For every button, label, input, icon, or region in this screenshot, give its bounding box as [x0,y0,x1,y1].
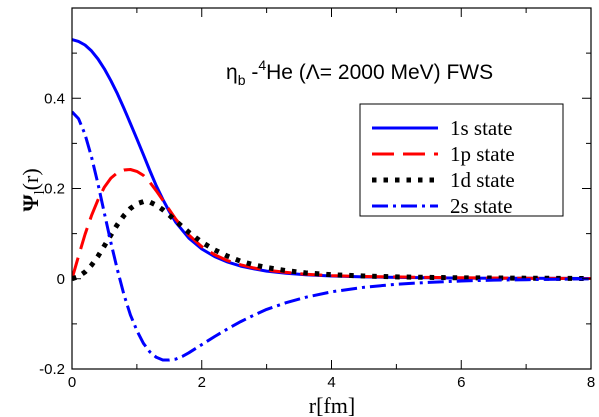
annotation-he-sup: 4 [258,57,266,73]
series-line-4 [72,110,591,362]
chart-annotation: ηb -4He (Λ= 2000 MeV) FWS [226,57,493,88]
annotation-rest: He (Λ= 2000 MeV) FWS [266,61,493,84]
y-axis-title: Ψl(r) [18,168,48,211]
annotation-dash: - [245,61,258,84]
legend-box [359,103,564,217]
x-tick-label: 4 [327,374,335,391]
x-tick-label: 8 [587,374,595,391]
x-tick-label: 0 [68,374,76,391]
axes-layer: 0 2 4 6 8-0.200.20.4 [39,7,595,391]
y-axis-title-main: Ψ [18,194,43,212]
annotation-eta: η [226,61,238,84]
y-tick-label: 0.2 [44,181,65,198]
y-tick-label: 0.4 [44,90,65,107]
legend-label-4: 2s state [450,194,512,218]
y-axis-title-tail: (r) [18,168,43,190]
annotation-eta-sub: b [238,72,246,88]
legend-label-3: 1d state [450,168,515,192]
y-tick-label: 0 [57,271,65,288]
x-tick-label: 2 [198,374,206,391]
x-axis-title: r[fm] [309,393,355,417]
legend-label-2: 1p state [450,142,515,166]
y-axis-title-sub: l [32,190,48,194]
x-tick-label: 6 [457,374,465,391]
legend-label-1: 1s state [450,116,512,140]
series-layer [72,38,591,362]
y-tick-label: -0.2 [39,361,65,378]
series-line-3 [72,199,591,282]
